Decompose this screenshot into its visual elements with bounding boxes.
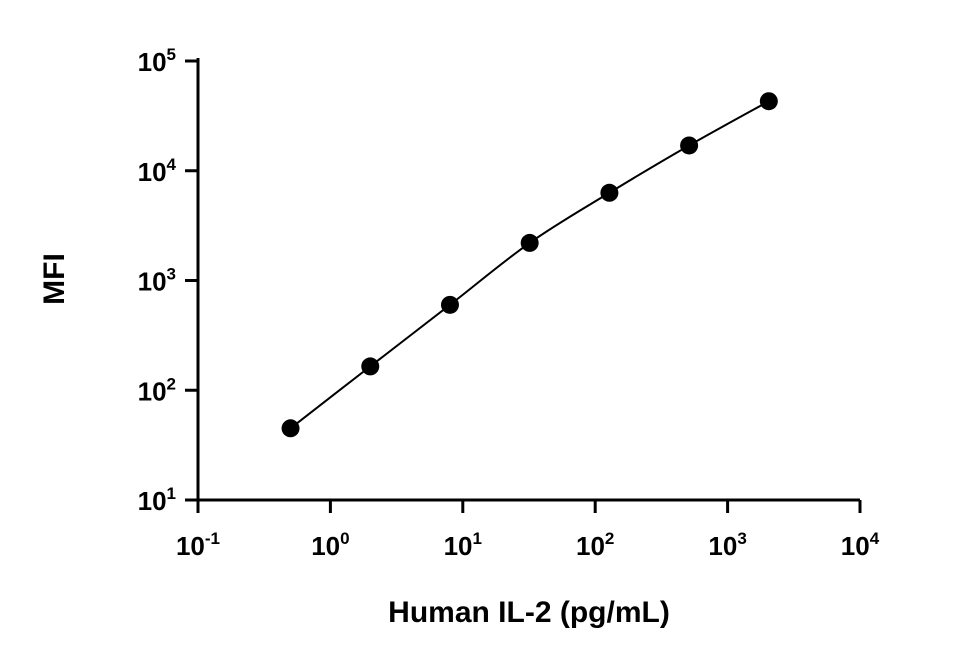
y-tick-label: 104	[138, 155, 177, 187]
y-tick-label: 102	[138, 374, 176, 406]
data-point	[759, 92, 778, 111]
fit-curve	[289, 100, 770, 430]
data-point	[281, 419, 300, 438]
data-point	[680, 136, 699, 155]
data-point	[520, 233, 539, 252]
x-tick-label: 100	[311, 529, 349, 561]
x-tick-label: 104	[841, 529, 880, 561]
x-tick-label: 101	[444, 529, 482, 561]
data-points	[281, 92, 778, 438]
y-tick-label: 103	[138, 265, 176, 297]
data-point	[361, 357, 380, 376]
x-tick-label: 102	[576, 529, 614, 561]
y-axis-title: MFI	[38, 253, 71, 305]
data-point	[440, 295, 459, 314]
x-tick-label: 103	[708, 529, 746, 561]
y-ticks: 101 102 103 104 105	[138, 45, 198, 516]
y-tick-label: 105	[138, 45, 176, 77]
x-tick-label: 10-1	[176, 529, 220, 561]
x-ticks: 10-1 100 101 102 103 104	[176, 500, 880, 561]
y-tick-label: 101	[138, 484, 176, 516]
data-point	[600, 183, 619, 202]
x-axis-title: Human IL-2 (pg/mL)	[388, 596, 670, 629]
